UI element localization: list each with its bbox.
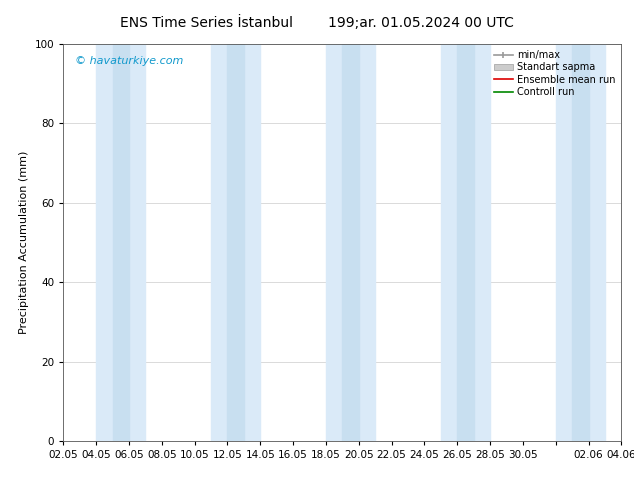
Bar — [326, 44, 375, 441]
Y-axis label: Precipitation Accumulation (mm): Precipitation Accumulation (mm) — [19, 151, 29, 334]
Legend: min/max, Standart sapma, Ensemble mean run, Controll run: min/max, Standart sapma, Ensemble mean r… — [489, 46, 619, 101]
Bar — [457, 44, 474, 441]
Bar — [113, 44, 129, 441]
Bar — [96, 44, 145, 441]
Bar — [441, 44, 490, 441]
Bar — [342, 44, 359, 441]
Text: © havaturkiye.com: © havaturkiye.com — [75, 56, 183, 66]
Bar — [211, 44, 261, 441]
Bar — [555, 44, 605, 441]
Bar — [572, 44, 588, 441]
Text: ENS Time Series İstanbul        199;ar. 01.05.2024 00 UTC: ENS Time Series İstanbul 199;ar. 01.05.2… — [120, 15, 514, 30]
Bar — [228, 44, 244, 441]
